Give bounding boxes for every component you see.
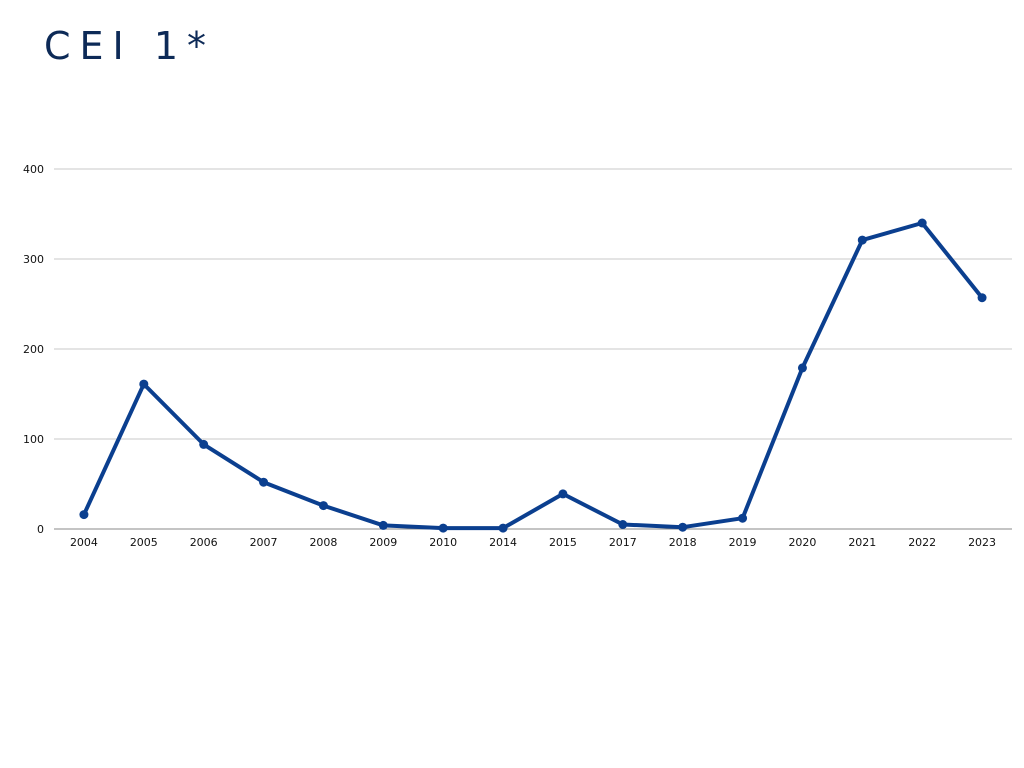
x-tick-label: 2005 [130, 536, 158, 549]
chart-title: CEI 1* [44, 24, 216, 68]
data-point [977, 293, 987, 303]
data-point [917, 218, 927, 228]
x-tick-label: 2014 [489, 536, 517, 549]
data-point [378, 520, 388, 530]
y-tick-label: 200 [23, 343, 44, 356]
x-tick-label: 2019 [729, 536, 757, 549]
data-point [259, 477, 269, 487]
y-tick-label: 0 [37, 523, 44, 536]
x-tick-label: 2017 [609, 536, 637, 549]
x-tick-label: 2007 [250, 536, 278, 549]
x-tick-label: 2021 [848, 536, 876, 549]
x-tick-label: 2018 [669, 536, 697, 549]
data-point [199, 439, 209, 449]
x-tick-label: 2009 [369, 536, 397, 549]
data-point [738, 513, 748, 523]
x-tick-label: 2023 [968, 536, 996, 549]
data-point [498, 523, 508, 533]
x-tick-label: 2020 [788, 536, 816, 549]
series-line [82, 221, 984, 531]
x-tick-label: 2008 [309, 536, 337, 549]
x-tick-label: 2004 [70, 536, 98, 549]
y-tick-label: 300 [23, 253, 44, 266]
x-tick-label: 2022 [908, 536, 936, 549]
x-tick-label: 2010 [429, 536, 457, 549]
data-point [139, 379, 149, 389]
data-point [79, 510, 89, 520]
y-tick-label: 400 [23, 163, 44, 176]
x-tick-label: 2015 [549, 536, 577, 549]
y-tick-label: 100 [23, 433, 44, 446]
data-point [678, 522, 688, 532]
data-point [618, 520, 628, 529]
data-point [318, 501, 328, 511]
data-point [797, 363, 807, 373]
x-tick-label: 2006 [190, 536, 218, 549]
data-point [438, 523, 448, 533]
data-point [857, 235, 867, 245]
data-point [558, 489, 568, 499]
